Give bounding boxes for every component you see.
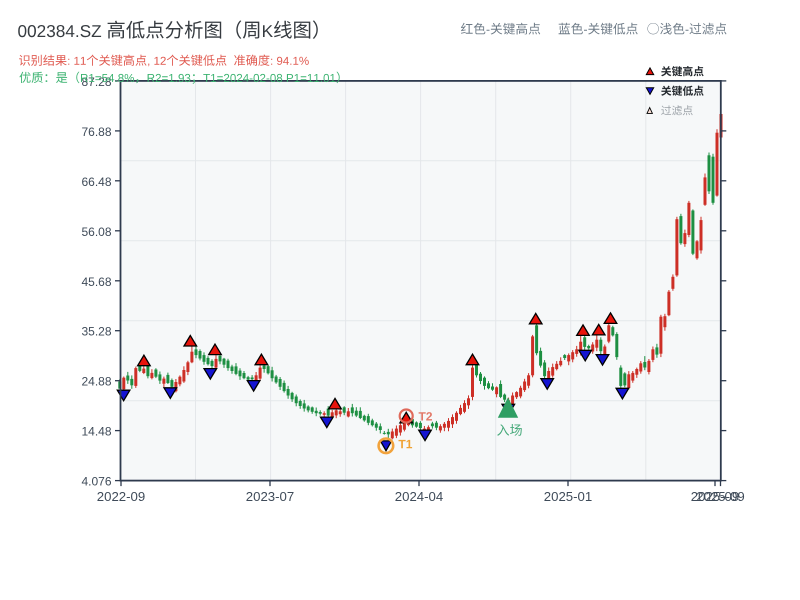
svg-text:66.48: 66.48	[81, 175, 111, 189]
svg-text:2025-09: 2025-09	[696, 489, 744, 504]
svg-text:35.28: 35.28	[81, 325, 111, 339]
svg-text:45.68: 45.68	[81, 275, 111, 289]
svg-text:2022-09: 2022-09	[97, 489, 145, 504]
svg-text:2024-04: 2024-04	[395, 489, 443, 504]
svg-text:76.88: 76.88	[81, 125, 111, 139]
svg-text:87.28: 87.28	[81, 75, 111, 89]
svg-text:24.88: 24.88	[81, 375, 111, 389]
svg-text:2025-09: 2025-09	[691, 489, 739, 504]
svg-text:2023-07: 2023-07	[246, 489, 294, 504]
svg-text:2025-01: 2025-01	[544, 489, 592, 504]
svg-text:56.08: 56.08	[81, 225, 111, 239]
svg-text:4.076: 4.076	[81, 475, 111, 489]
svg-text:14.48: 14.48	[81, 425, 111, 439]
